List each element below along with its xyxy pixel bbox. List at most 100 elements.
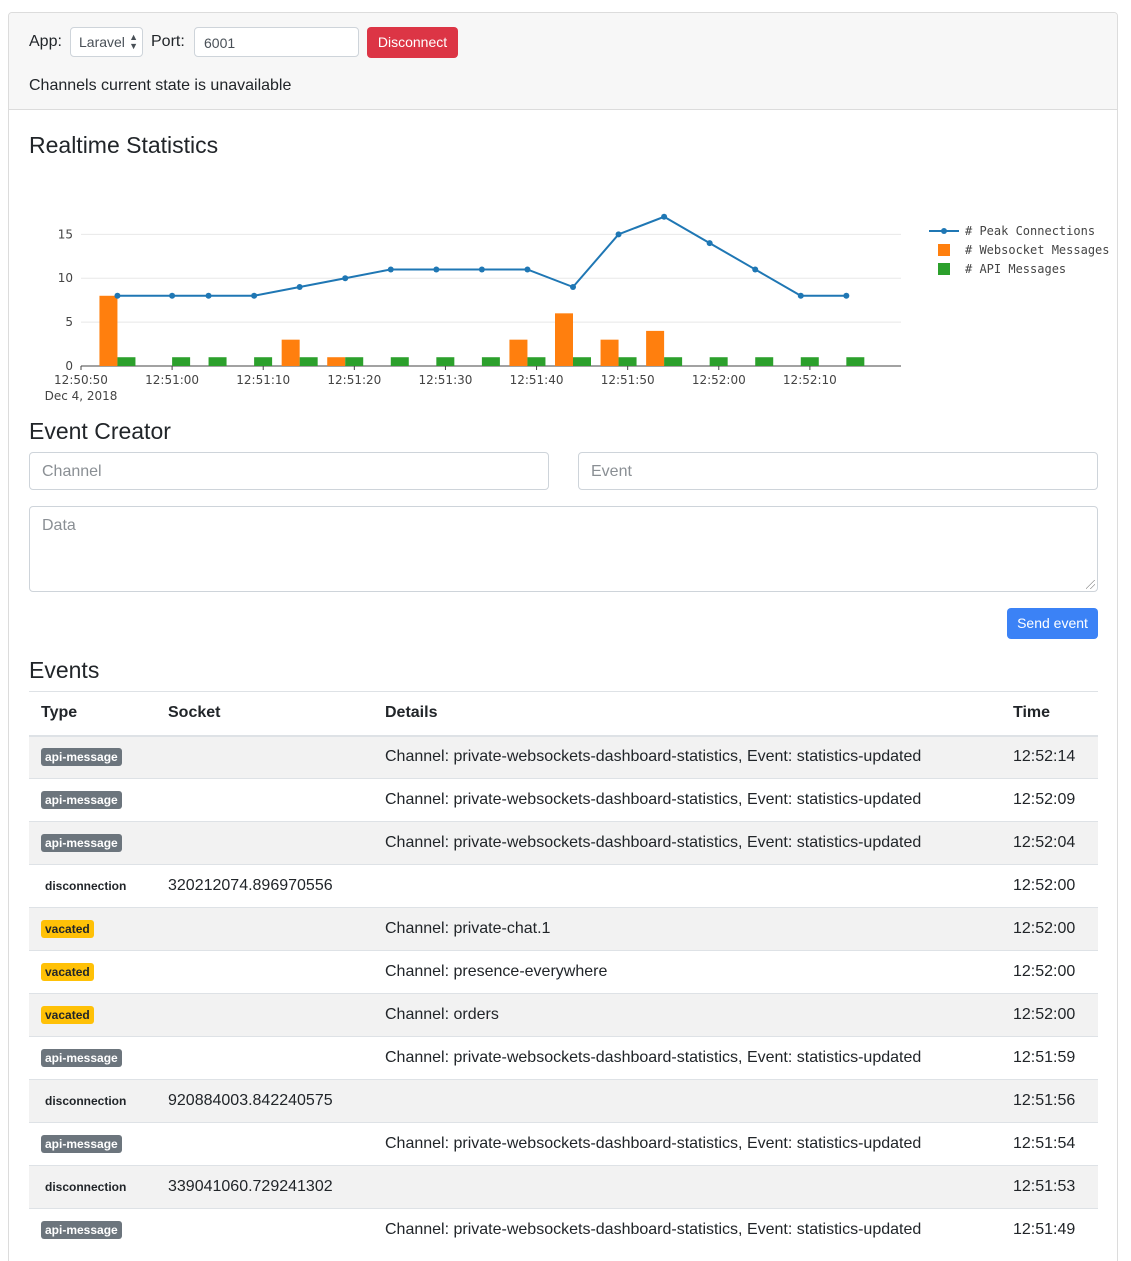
app-select[interactable]: Laravel ▲ ▼ [70,27,143,57]
y-tick-label: 15 [58,227,73,241]
app-select-value: Laravel [79,34,125,50]
x-tick-label: 12:51:40 [510,373,564,387]
table-row: disconnection 320212074.896970556 12:52:00 [29,864,1098,908]
port-label: Port: [151,33,185,50]
event-time-cell: 12:51:54 [1001,1122,1098,1166]
event-time-cell: 12:51:49 [1001,1208,1098,1252]
event-type-cell: disconnection [29,1165,156,1209]
events-table: Type Socket Details Time api-message Chan… [29,691,1098,1252]
bar-api-messages [172,357,191,366]
bar-websocket-messages [646,330,665,366]
column-header-type: Type [29,691,156,737]
channel-input[interactable]: Channel [29,452,549,490]
send-event-button[interactable]: Send event [1007,608,1098,639]
event-details-cell: Channel: private-websockets-dashboard-st… [373,821,1001,865]
event-type-cell: vacated [29,993,156,1037]
channels-state-text: Channels current state is unavailable [29,77,292,94]
bar-api-messages [527,357,546,366]
event-type-cell: api-message [29,1208,156,1252]
table-row: vacated Channel: orders 12:52:00 [29,993,1098,1037]
event-type-cell: api-message [29,821,156,865]
table-row: vacated Channel: presence-everywhere 12:52… [29,950,1098,994]
x-tick-label: 12:51:00 [145,373,199,387]
select-arrows-icon: ▲ ▼ [129,32,138,51]
event-socket-cell: 339041060.729241302 [156,1165,373,1209]
legend-swatch-bar [938,263,950,275]
port-input[interactable]: 6001 [194,27,359,57]
event-input[interactable]: Event [578,452,1098,490]
events-table-body: api-message Channel: private-websockets-d… [29,735,1098,1252]
column-header-details: Details [373,691,1001,737]
bar-api-messages [299,357,318,366]
table-row: api-message Channel: private-websockets-d… [29,1122,1098,1166]
x-tick-label: 12:52:00 [692,373,746,387]
event-details-cell: Channel: presence-everywhere [373,950,1001,994]
x-tick-label: 12:51:30 [418,373,472,387]
event-time-cell: 12:51:59 [1001,1036,1098,1080]
event-socket-cell [156,778,373,822]
bar-api-messages [390,357,409,366]
event-type-badge: api-message [41,1049,122,1067]
event-type-badge: disconnection [45,1180,127,1194]
legend-swatch-point [941,228,947,234]
event-details-cell: Channel: orders [373,993,1001,1037]
event-type-cell: api-message [29,1122,156,1166]
bar-websocket-messages [600,339,619,366]
bar-websocket-messages [509,339,528,366]
event-type-badge: vacated [41,920,94,938]
event-details-cell: Channel: private-websockets-dashboard-st… [373,778,1001,822]
data-textarea[interactable]: Data [29,506,1098,592]
event-socket-cell [156,993,373,1037]
legend-swatch-bar [938,244,950,256]
bar-api-messages [664,357,683,366]
event-type-cell: disconnection [29,864,156,908]
peak-connections-point [433,266,440,273]
bar-api-messages [573,357,591,366]
x-date-label: Dec 4, 2018 [45,389,118,403]
event-type-cell: vacated [29,950,156,994]
resize-grip-icon[interactable] [1086,580,1095,589]
table-row: api-message Channel: private-websockets-d… [29,735,1098,779]
peak-connections-point [706,240,713,247]
event-type-cell: disconnection [29,1079,156,1123]
bar-api-messages [345,357,364,366]
peak-connections-point [524,266,531,273]
table-row: disconnection 920884003.842240575 12:51:56 [29,1079,1098,1123]
event-type-badge: api-message [41,748,122,767]
y-tick-label: 5 [65,315,73,329]
event-time-cell: 12:52:14 [1001,735,1098,779]
event-time-cell: 12:51:56 [1001,1079,1098,1123]
peak-connections-point [570,284,576,290]
event-details-cell: Channel: private-chat.1 [373,907,1001,951]
table-row: disconnection 339041060.729241302 12:51:53 [29,1165,1098,1209]
event-socket-cell [156,735,373,779]
event-socket-cell [156,950,373,994]
dashboard-card: App: Laravel ▲ ▼ Port: 6001 Disconnect Ch… [8,12,1118,1261]
realtime-statistics-chart: 0 5 10 15 12:50:50 12:51:00 12:51:10 12:51:20 12… [45,213,1110,403]
peak-connections-point [387,266,394,273]
event-socket-cell [156,1208,373,1252]
x-tick-label: 12:51:20 [327,373,381,387]
data-placeholder: Data [42,517,76,534]
event-type-cell: api-message [29,1036,156,1080]
event-type-badge: api-message [41,834,122,852]
peak-connections-line [117,215,847,297]
event-details-cell [373,1165,1001,1209]
disconnect-button[interactable]: Disconnect [367,27,458,58]
peak-connections-point [797,292,804,299]
bar-websocket-messages [99,295,118,366]
event-type-badge: api-message [41,1135,122,1153]
peak-connections-point [251,292,258,299]
table-row: api-message Channel: private-websockets-d… [29,778,1098,822]
peak-connections-point [752,266,759,273]
events-title: Events [29,657,100,683]
event-type-cell: api-message [29,778,156,822]
table-row: api-message Channel: private-websockets-d… [29,1208,1098,1252]
event-type-badge: api-message [41,791,122,809]
bar-websocket-messages [281,339,300,366]
event-type-badge: disconnection [45,1094,127,1108]
event-time-cell: 12:52:00 [1001,950,1098,994]
bar-websocket-messages [555,313,573,366]
legend-label: # Websocket Messages [965,243,1110,257]
event-type-badge: disconnection [45,879,127,893]
